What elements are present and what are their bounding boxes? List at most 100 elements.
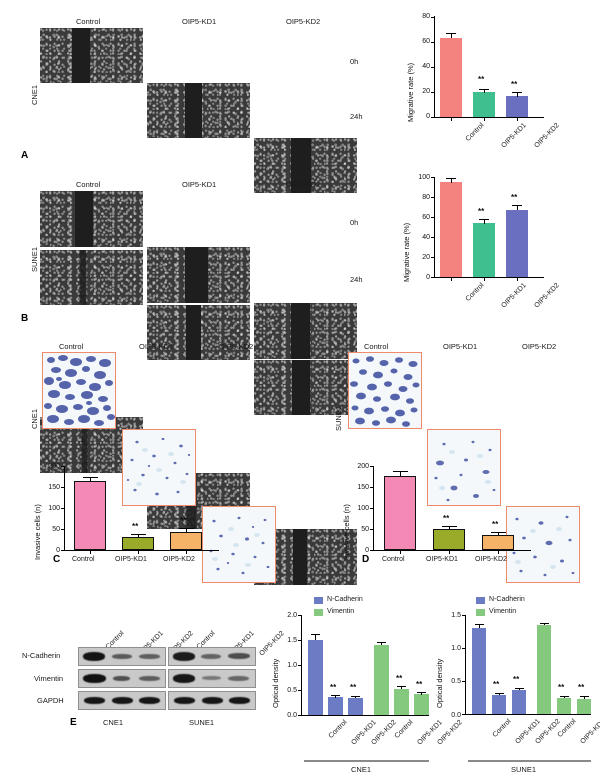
- legend-label-vimentin: Vimentin: [327, 608, 355, 615]
- transwell-image-cne1-kd1: [122, 429, 196, 506]
- legend-swatch-ncadherin: [314, 597, 323, 604]
- legend-label-vimentin: Vimentin: [489, 608, 517, 615]
- panel-a-column-label-kd2: OIP5-KD2: [286, 17, 321, 26]
- panel-a-row-label-24h: 24h: [350, 112, 363, 121]
- legend-label-ncadherin: N-Cadherin: [489, 596, 525, 603]
- panel-d-bar-kd1: [433, 529, 465, 550]
- wound-image-sune1-kd1-0h: [147, 247, 250, 303]
- chart-cne1-group-line: [304, 760, 429, 762]
- panel-c-ytick-150: 150: [48, 484, 60, 491]
- panel-d-ytick-150: 150: [357, 484, 369, 491]
- chart-sune1-bar-vimentin-kd2: [577, 698, 591, 714]
- panel-b-column-label-control: Control: [76, 180, 101, 189]
- chart-sune1-yaxis: [465, 615, 466, 715]
- panel-b-chart: Migrative rate (%) 0 20 40 60 80 100 ** …: [390, 170, 590, 320]
- panel-b-column-label-kd1: OIP5-KD1: [182, 180, 217, 189]
- panel-c-yaxis: [64, 466, 65, 551]
- panel-b-ytick-0: 0: [426, 274, 430, 281]
- panel-e-protein-label-vimentin: Vimentin: [34, 674, 64, 683]
- blot-vimentin-sune1: [168, 669, 256, 688]
- panel-a-sig-kd2: **: [511, 80, 518, 89]
- transwell-cells-sparse: [126, 437, 191, 496]
- panel-a-ytick-20: 20: [422, 88, 430, 95]
- panel-a-xaxis: [434, 117, 544, 118]
- panel-b-ytick-60: 60: [422, 214, 430, 221]
- panel-a-bar-control: [440, 37, 462, 117]
- chart-cne1-bar-vimentin-control: [374, 645, 389, 715]
- blot-ncadherin-cne1: [78, 647, 166, 666]
- panel-d-ytick-50: 50: [361, 526, 369, 533]
- transwell-cells-dense: [44, 355, 115, 426]
- panel-c-chart: Invasive cells (n) 0 50 100 150 200 ** *…: [0, 455, 300, 580]
- transwell-image-cne1-kd2: [202, 506, 276, 583]
- panel-c-cellline-label: CNE1: [30, 408, 39, 429]
- blot-ncadherin-sune1: [168, 647, 256, 666]
- panel-d-xlabel-control: Control: [382, 556, 405, 563]
- wound-image-sune1-control-0h: [40, 191, 143, 247]
- panel-a-ytick-60: 60: [422, 38, 430, 45]
- wound-image-sune1-kd2-0h: [254, 303, 357, 359]
- chart-sune1-bar-vimentin-kd1: [557, 698, 571, 714]
- blot-vimentin-cne1: [78, 669, 166, 688]
- transwell-cells-sparse: [512, 515, 575, 577]
- chart-cne1-ytick-20: 2.0: [287, 612, 297, 619]
- transwell-cells-sparse: [209, 516, 270, 575]
- panel-c-column-label-control: Control: [59, 342, 84, 351]
- legend-swatch-vimentin: [314, 609, 323, 616]
- panel-b-ytick-40: 40: [422, 234, 430, 241]
- panel-a-column-label-control: Control: [76, 17, 101, 26]
- chart-sune1-xlabel-vim-kd1: OIP5-KD1: [579, 718, 600, 746]
- panel-e-protein-label-gapdh: GAPDH: [37, 696, 64, 705]
- panel-d-letter: D: [362, 554, 370, 565]
- chart-cne1-xlabel-nc-control: Control: [327, 719, 349, 740]
- panel-d-images: Control OIP5-KD1 OIP5-KD2 SUNE1: [310, 330, 600, 583]
- wound-image-cne1-kd1-24h: [147, 305, 250, 360]
- chart-sune1-bar-vimentin-control: [537, 624, 551, 714]
- chart-sune1-ytick-15: 1.5: [451, 612, 461, 619]
- panel-a-column-label-kd1: OIP5-KD1: [182, 17, 217, 26]
- panel-b-row-label-0h: 0h: [350, 218, 359, 227]
- panel-a-xlabel-kd1: OIP5-KD1: [500, 122, 528, 150]
- chart-cne1-bar-vimentin-kd2: [414, 694, 429, 715]
- panel-b-bar-kd1: [473, 223, 495, 277]
- chart-cne1-ytick-05: 0.5: [287, 687, 297, 694]
- panel-b-letter: B: [21, 313, 29, 324]
- panel-d-xlabel-kd2: OIP5-KD2: [475, 556, 507, 563]
- panel-e-group-caption-sune1: SUNE1: [189, 718, 215, 727]
- panel-a-cellline-label: CNE1: [30, 84, 39, 105]
- panel-a-xlabel-kd2: OIP5-KD2: [533, 122, 561, 150]
- panel-e: Control OIP5-KD1 OIP5-KD2 Control OIP5-K…: [0, 595, 286, 735]
- panel-c-column-label-kd2: OIP5-KD2: [219, 342, 254, 351]
- legend-swatch-vimentin: [476, 609, 485, 616]
- chart-cne1-bar-ncadherin-kd1: [328, 697, 343, 715]
- transwell-cells-sparse: [434, 440, 496, 502]
- panel-b: Control OIP5-KD1 OIP5-KD2 SUNE1 0h 24h B: [0, 165, 380, 585]
- chart-cne1-bar-ncadherin-control: [308, 640, 323, 715]
- panel-c-xaxis: [64, 550, 219, 551]
- chart-cne1-ytick-0: 0.0: [287, 712, 297, 719]
- panel-c-column-label-kd1: OIP5-KD1: [139, 342, 174, 351]
- panel-e-letter: E: [70, 717, 77, 728]
- panel-d-column-label-kd2: OIP5-KD2: [522, 342, 557, 351]
- panel-e-group-caption-cne1: CNE1: [103, 718, 124, 727]
- panel-d-xlabel-kd1: OIP5-KD1: [426, 556, 458, 563]
- chart-sune1-sig-vimentin-kd2: **: [578, 683, 585, 692]
- panel-c-images: Control OIP5-KD1 OIP5-KD2 CNE1: [0, 330, 300, 583]
- legend-label-ncadherin: N-Cadherin: [327, 596, 363, 603]
- chart-sune1-ytick-05: 0.5: [451, 678, 461, 685]
- panel-b-yaxis: [434, 177, 435, 278]
- panel-a: Control OIP5-KD1 OIP5-KD2 CNE1 0h 24h A: [0, 0, 380, 415]
- panel-d-cellline-label: SUNE1: [334, 405, 343, 431]
- panel-a-sig-kd1: **: [478, 75, 485, 84]
- panel-b-ytick-100: 100: [418, 174, 430, 181]
- panel-e-protein-label-ncadherin: N-Cadherin: [22, 651, 61, 660]
- chart-sune1-ytick-10: 1.0: [451, 645, 461, 652]
- panel-b-sig-kd1: **: [478, 207, 485, 216]
- panel-a-ytick-40: 40: [422, 63, 430, 70]
- panel-b-bar-control: [440, 182, 462, 277]
- panel-d-ytick-200: 200: [357, 463, 369, 470]
- chart-sune1-group-caption: SUNE1: [511, 765, 537, 774]
- panel-b-ytick-80: 80: [422, 194, 430, 201]
- panel-b-xlabel-kd2: OIP5-KD2: [533, 282, 561, 310]
- blot-gapdh-cne1: [78, 691, 166, 710]
